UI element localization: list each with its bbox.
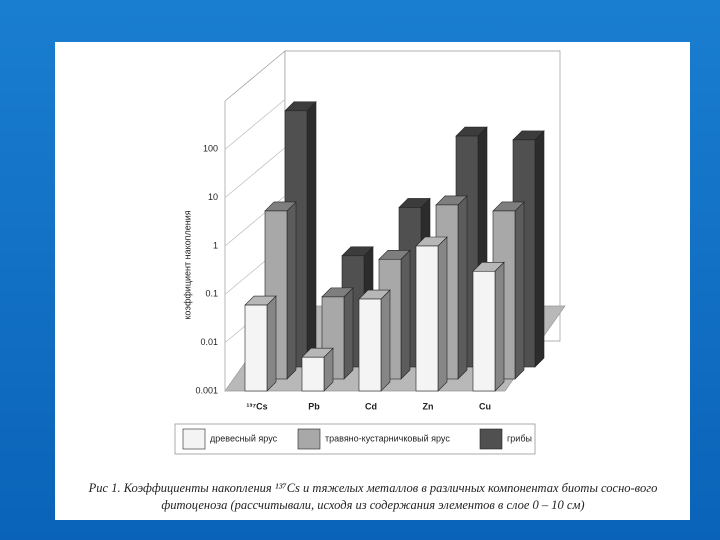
bar <box>244 304 268 392</box>
legend-swatch <box>182 428 206 450</box>
bar-side <box>400 249 411 380</box>
legend-swatch <box>297 428 321 450</box>
y-axis-label: коэффициент накопления <box>182 210 192 319</box>
caption: Рис 1. Коэффициенты накопления ¹³⁷Cs и т… <box>88 481 658 512</box>
grid-line <box>224 99 286 150</box>
legend-label: древесный ярус <box>210 433 278 443</box>
bar-side <box>343 287 354 380</box>
x-tick-label: Pb <box>308 401 320 411</box>
bar-side <box>494 261 505 392</box>
bar-side <box>534 130 545 368</box>
x-tick-label: Zn <box>423 401 434 411</box>
bar-side <box>306 101 317 368</box>
y-tick-label: 0.001 <box>195 385 218 395</box>
legend-swatch <box>479 428 503 450</box>
bar-side <box>286 201 297 380</box>
legend-frame <box>174 423 536 455</box>
bar-side <box>380 289 391 392</box>
bar-side <box>457 195 468 380</box>
grid-line <box>224 147 286 198</box>
bar <box>472 270 496 392</box>
bar <box>415 245 439 392</box>
bar-side <box>437 236 448 392</box>
legend-label: грибы <box>507 433 532 443</box>
y-tick-label: 100 <box>203 144 218 154</box>
bar-side <box>514 201 525 380</box>
y-tick-label: 0.1 <box>205 289 218 299</box>
x-tick-label: ¹³⁷Cs <box>246 401 267 411</box>
legend-label: травяно-кустарничковый ярус <box>325 433 450 443</box>
bar <box>301 356 325 392</box>
x-tick-label: Cu <box>479 401 491 411</box>
y-tick-label: 10 <box>208 192 218 202</box>
bar-side <box>266 295 277 392</box>
x-tick-label: Cd <box>365 401 377 411</box>
y-tick-label: 0.01 <box>200 337 218 347</box>
bar <box>358 298 382 392</box>
y-tick-label: 1 <box>213 240 218 250</box>
